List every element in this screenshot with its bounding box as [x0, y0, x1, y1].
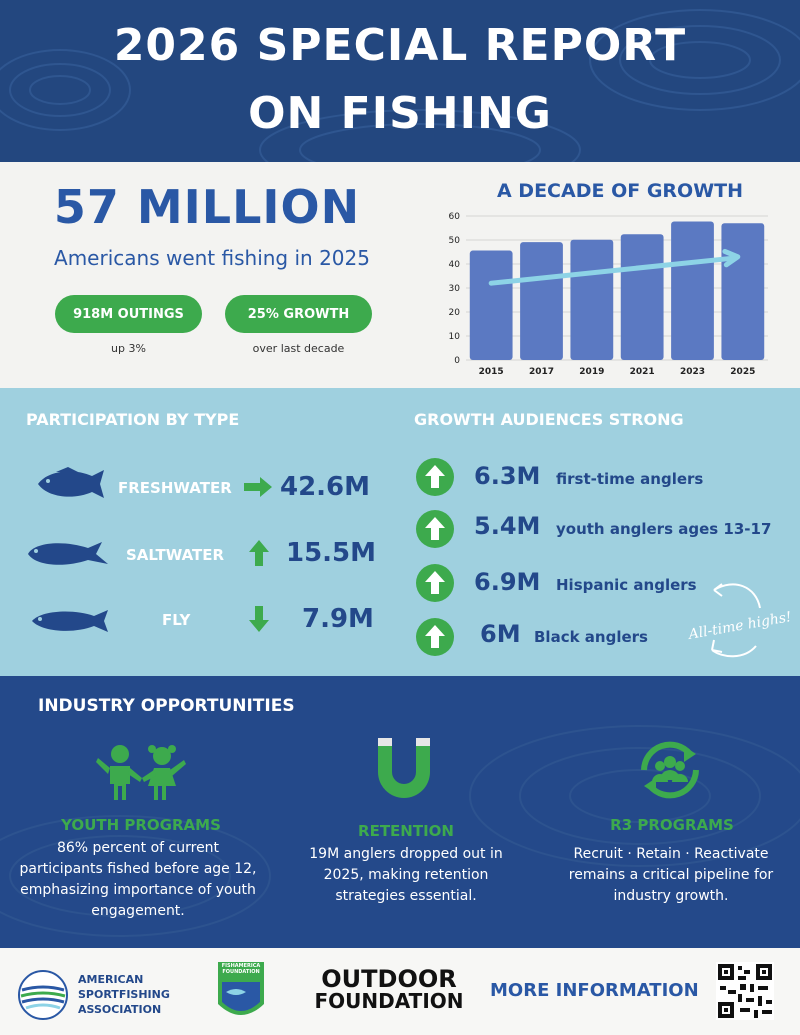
- chart-x-tick-label: 2017: [529, 367, 554, 377]
- chart-x-tick-label: 2021: [630, 367, 655, 377]
- growth-label-3: Hispanic anglers: [556, 576, 697, 594]
- growth-value-1: 6.3M: [474, 462, 541, 490]
- asa-line1: AMERICAN: [78, 973, 144, 986]
- growth-up-icon: [416, 458, 454, 496]
- fishamerica-line2: FOUNDATION: [222, 969, 260, 975]
- growth-label-4: Black anglers: [534, 628, 648, 646]
- arrow-down-icon: [249, 606, 269, 632]
- growth-up-icon: [416, 564, 454, 602]
- fishamerica-logo-text: FISHAMERICA FOUNDATION: [219, 963, 263, 975]
- chart-bar: [620, 234, 664, 360]
- outdoor-line1: OUTDOOR: [321, 965, 457, 993]
- chart-x-tick-label: 2015: [479, 367, 504, 377]
- people-cycle-icon: [641, 741, 699, 799]
- chart-x-tick-label: 2025: [730, 367, 755, 377]
- qr-code-icon[interactable]: [716, 962, 774, 1020]
- growth-title: GROWTH AUDIENCES STRONG: [414, 410, 684, 429]
- chart-bar: [721, 223, 765, 360]
- decade-bar-chart: 0 10 20 30 40 50 60 2015 2017 2019 2021 2023 2025: [449, 212, 768, 377]
- participation-title: PARTICIPATION BY TYPE: [26, 410, 240, 429]
- topographic-pattern: [0, 725, 800, 937]
- fly-value: 7.9M: [302, 604, 374, 634]
- chart-trend-arrow: [488, 255, 735, 286]
- chart-trend-arrowhead: [722, 248, 741, 268]
- chart-y-tick-label: 10: [449, 332, 461, 342]
- report-title-line2: ON FISHING: [248, 88, 552, 139]
- arrow-right-icon: [244, 477, 272, 497]
- bass-icon: [38, 467, 104, 498]
- freshwater-label: FRESHWATER: [118, 479, 232, 497]
- outings-caption: up 3%: [111, 342, 146, 355]
- arrow-up-icon: [249, 540, 269, 566]
- chart-title: A DECADE OF GROWTH: [496, 180, 744, 202]
- trout-icon: [32, 610, 108, 632]
- retention-title: RETENTION: [358, 822, 454, 840]
- outings-pill: 918M OUTINGS: [55, 295, 202, 333]
- chart-bar: [570, 239, 614, 360]
- asa-line3: ASSOCIATION: [78, 1003, 162, 1016]
- fly-label: FLY: [162, 611, 191, 629]
- mahi-icon: [28, 542, 108, 565]
- topographic-pattern: [0, 9, 800, 162]
- youth-programs-title: YOUTH PROGRAMS: [61, 816, 221, 834]
- headline-stat: 57 MILLION: [53, 180, 361, 234]
- growth-caption: over last decade: [252, 342, 345, 355]
- asa-line2: SPORTFISHING: [78, 988, 170, 1001]
- r3-programs-desc: Recruit · Retain · Reactivate remains a …: [568, 846, 774, 904]
- industry-title: INDUSTRY OPPORTUNITIES: [38, 696, 295, 716]
- growth-label-2: youth anglers ages 13-17: [556, 520, 772, 538]
- fishamerica-logo-icon[interactable]: [216, 960, 266, 1026]
- chart-y-tick-label: 30: [449, 284, 461, 294]
- growth-up-icon: [416, 618, 454, 656]
- headline-subtext: Americans went fishing in 2025: [54, 246, 370, 270]
- growth-label-1: first-time anglers: [556, 470, 704, 488]
- asa-logo[interactable]: AMERICAN SPORTFISHING ASSOCIATION: [78, 972, 170, 1017]
- chart-y-tick-label: 20: [449, 308, 461, 318]
- youth-programs-desc: 86% percent of current participants fish…: [19, 840, 257, 919]
- industry-section: INDUSTRY OPPORTUNITIES YOUTH PROGRAMS 86…: [0, 676, 800, 948]
- saltwater-label: SALTWATER: [126, 546, 225, 564]
- outdoor-foundation-logo[interactable]: OUTDOOR FOUNDATION: [314, 965, 464, 1013]
- chart-x-tick-label: 2023: [680, 367, 705, 377]
- asa-logo-icon[interactable]: [18, 970, 68, 1020]
- growth-value-3: 6.9M: [474, 568, 541, 596]
- growth-value-2: 5.4M: [474, 512, 541, 540]
- more-information-link[interactable]: MORE INFORMATION: [490, 980, 699, 1001]
- chart-y-tick-label: 40: [449, 260, 461, 270]
- chart-bar: [520, 242, 563, 360]
- outdoor-line2: FOUNDATION: [314, 989, 464, 1013]
- magnet-icon: [378, 738, 430, 798]
- chart-y-tick-label: 50: [449, 236, 461, 246]
- chart-y-tick-label: 0: [454, 356, 460, 366]
- saltwater-value: 15.5M: [286, 538, 377, 568]
- chart-bar: [671, 221, 714, 360]
- growth-value-4: 6M: [480, 620, 521, 648]
- chart-bar: [469, 250, 513, 360]
- curved-arrows-icon: [711, 583, 761, 658]
- fishamerica-line1: FISHAMERICA: [221, 963, 261, 969]
- r3-programs-title: R3 PROGRAMS: [610, 816, 734, 834]
- chart-y-tick-label: 60: [449, 212, 461, 222]
- hero-section: 57 MILLION Americans went fishing in 202…: [0, 162, 800, 388]
- retention-desc: 19M anglers dropped out in 2025, making …: [309, 846, 503, 904]
- participation-section: PARTICIPATION BY TYPE GROWTH AUDIENCES S…: [0, 388, 800, 676]
- report-header: 2026 SPECIAL REPORT ON FISHING: [0, 0, 800, 162]
- chart-x-tick-label: 2019: [579, 367, 604, 377]
- growth-up-icon: [416, 510, 454, 548]
- report-title-line1: 2026 SPECIAL REPORT: [113, 20, 687, 71]
- freshwater-value: 42.6M: [280, 472, 371, 502]
- kids-icon: [96, 745, 186, 800]
- footer: AMERICAN SPORTFISHING ASSOCIATION FISHAM…: [0, 948, 800, 1035]
- growth-pill: 25% GROWTH: [225, 295, 372, 333]
